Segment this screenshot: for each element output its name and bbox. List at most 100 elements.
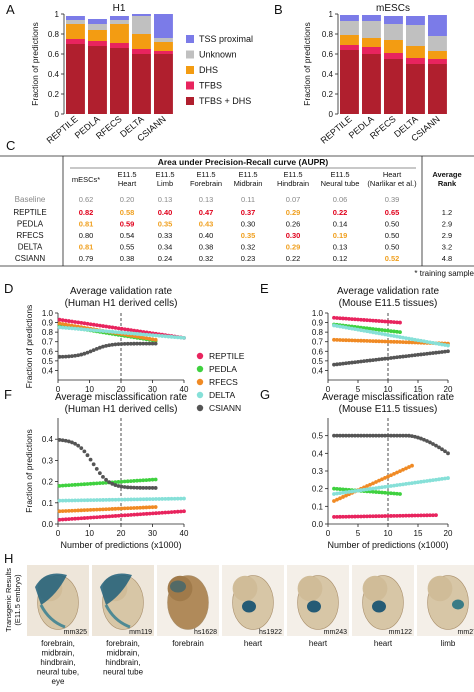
y-axis-label: Fraction of predictions [302, 22, 312, 106]
stain-region [39, 604, 66, 629]
data-point [416, 338, 420, 343]
data-point [374, 490, 378, 494]
data-point [377, 331, 381, 336]
panel-f: F Average misclassification rate(Human H1… [4, 387, 189, 550]
data-point [389, 514, 393, 518]
embryo-label: forebrain [172, 639, 204, 648]
data-point [380, 433, 384, 438]
data-point [126, 327, 130, 332]
data-point [431, 478, 435, 483]
stain-region [104, 604, 131, 629]
bar-segment [88, 19, 107, 24]
y-tick-label: 0.0 [312, 520, 324, 529]
data-point [332, 486, 336, 491]
data-point [440, 342, 444, 347]
data-point [157, 511, 162, 515]
bar-segment [406, 58, 425, 64]
data-point [95, 323, 99, 328]
data-point [410, 337, 414, 342]
x-tick-label: 10 [384, 385, 393, 394]
panel-letter: B [274, 2, 283, 17]
table-cell: 0.30 [241, 220, 256, 229]
data-point [431, 351, 435, 355]
y-tick-label: 0.5 [312, 432, 324, 441]
bar-segment [384, 40, 403, 53]
data-point [113, 330, 118, 334]
data-point [150, 511, 155, 516]
bar-segment [66, 39, 85, 44]
data-point [347, 361, 351, 365]
y-tick-label: 0.7 [42, 338, 54, 347]
data-point [144, 497, 149, 502]
column-header: E11.5 [117, 170, 136, 179]
data-point [371, 327, 375, 331]
table-cell: 0.35 [241, 231, 256, 240]
data-point [60, 318, 65, 323]
data-point [57, 354, 62, 359]
bar-segment [340, 15, 359, 21]
chart-subtitle: (Mouse E11.5 tissues) [339, 298, 438, 309]
data-point [383, 332, 387, 337]
x-tick-label: 20 [444, 385, 453, 394]
data-point [85, 327, 90, 332]
data-point [132, 497, 137, 502]
data-point [116, 480, 121, 484]
data-point [70, 323, 74, 328]
baseline-value: 0.20 [120, 195, 135, 204]
data-point [350, 514, 354, 519]
embryo-photo [287, 565, 349, 636]
x-tick-label: 30 [148, 529, 157, 538]
data-point [395, 470, 399, 475]
data-point [413, 434, 417, 439]
data-point [407, 513, 411, 518]
data-point [70, 483, 74, 487]
data-point [332, 515, 336, 519]
bar-segment [362, 21, 381, 38]
data-point [113, 325, 118, 330]
data-point [344, 493, 348, 498]
data-point [91, 515, 96, 520]
data-point [154, 511, 158, 516]
data-point [392, 483, 396, 488]
data-point [443, 343, 447, 347]
legend-swatch [186, 50, 194, 59]
y-tick-label: 0.4 [42, 435, 54, 444]
data-point [437, 342, 441, 346]
table-cell: 0.12 [333, 254, 348, 263]
legend-marker [196, 378, 204, 386]
data-point [125, 341, 130, 346]
data-point [395, 334, 399, 339]
data-point [374, 357, 378, 362]
data-point [135, 332, 140, 336]
data-point [110, 507, 115, 511]
data-point [395, 513, 399, 518]
data-point [116, 497, 121, 502]
data-point [377, 357, 381, 362]
data-point [368, 329, 372, 334]
data-point [356, 359, 360, 364]
baseline-value: 0.62 [79, 195, 94, 204]
data-point [91, 507, 96, 512]
data-point [138, 335, 143, 340]
embryo-label: hindbrain, [40, 658, 75, 667]
x-tick-label: 0 [326, 385, 331, 394]
data-point [440, 477, 444, 481]
data-point [104, 329, 109, 334]
data-point [67, 517, 71, 522]
y-tick-label: 0.5 [312, 357, 324, 366]
data-point [182, 335, 186, 340]
data-point [154, 497, 158, 501]
data-point [440, 447, 444, 452]
data-point [60, 322, 65, 326]
x-tick-label: 5 [356, 385, 361, 394]
data-point [380, 332, 384, 336]
embryo-label: heart [244, 639, 263, 648]
y-tick-label: 0.1 [312, 502, 324, 511]
data-point [392, 355, 396, 360]
data-point [359, 433, 363, 438]
data-point [344, 361, 348, 366]
bar-segment [66, 20, 85, 24]
data-point [79, 320, 84, 325]
bar-segment [428, 64, 447, 114]
data-point [147, 477, 152, 482]
